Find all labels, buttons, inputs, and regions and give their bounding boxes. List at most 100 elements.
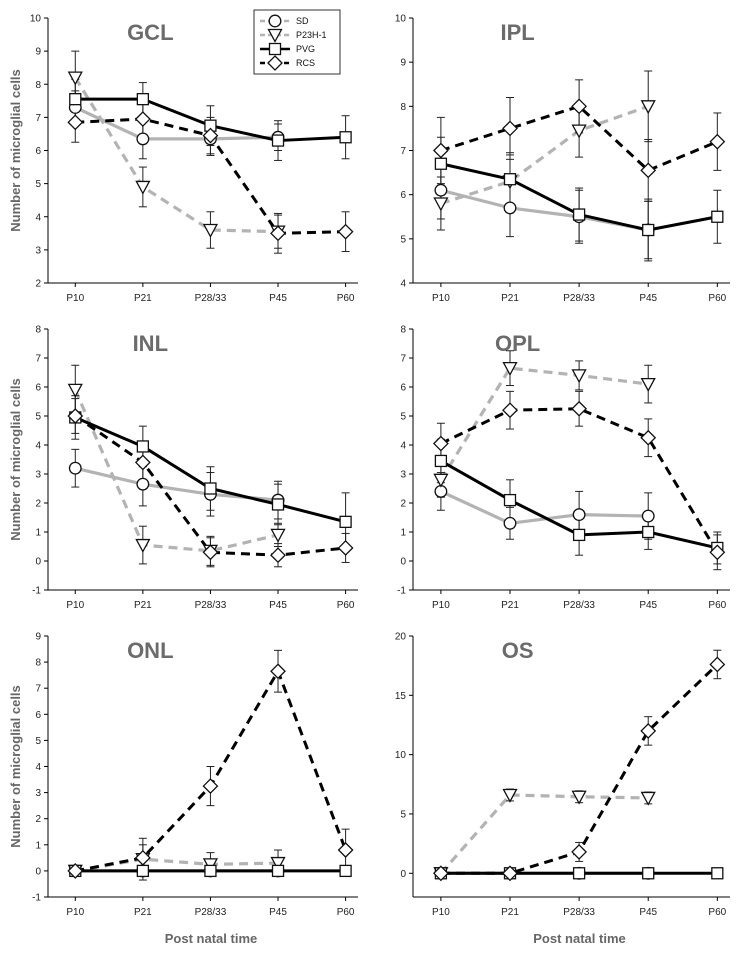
x-tick-label: P21 — [134, 907, 152, 918]
y-tick-label: 9 — [35, 632, 41, 643]
x-tick-label: P28/33 — [195, 600, 227, 611]
y-tick-label: 5 — [35, 736, 41, 747]
data-point-sd — [503, 516, 517, 530]
data-point-rcs — [709, 544, 726, 561]
x-tick-label: P45 — [269, 293, 287, 304]
legend-label-p23h-1: P23H-1 — [296, 30, 327, 40]
data-point-rcs — [709, 656, 726, 673]
y-tick-label: 6 — [400, 383, 406, 394]
data-point-pvg — [642, 867, 655, 880]
data-point-pvg — [642, 223, 655, 237]
data-point-p23h-1 — [135, 538, 151, 553]
y-tick-label: 10 — [395, 14, 407, 25]
x-tick-label: P60 — [337, 600, 355, 611]
y-tick-label: 7 — [400, 354, 406, 365]
y-tick-label: 0 — [35, 557, 41, 568]
data-point-p23h-1 — [270, 528, 286, 543]
y-tick-label: 6 — [35, 146, 41, 157]
x-tick-label: P10 — [66, 600, 84, 611]
y-tick-label: 4 — [35, 762, 41, 773]
x-tick-label: P60 — [708, 293, 726, 304]
panel-title: OS — [502, 638, 534, 663]
data-point-rcs — [571, 400, 588, 417]
panel-gcl: 2 3 4 5 6 7 8 9 10 P10 P21 P28/33 P45 P60 GCL Number of… — [8, 14, 358, 304]
x-tick-label: P10 — [432, 600, 450, 611]
y-tick-label: 5 — [400, 412, 406, 423]
y-tick-label: -1 — [32, 893, 41, 904]
series-line-p23h-1 — [440, 104, 649, 206]
legend-label-sd: SD — [296, 16, 309, 26]
panel-title: GCL — [127, 20, 173, 45]
data-point-rcs — [270, 547, 286, 564]
x-tick-label: P28/33 — [195, 907, 227, 918]
data-point-rcs — [571, 98, 588, 115]
legend-label-rcs: RCS — [296, 58, 315, 68]
data-point-p23h-1 — [270, 856, 286, 871]
data-point-pvg — [271, 134, 285, 147]
y-axis-label: Number of microglial cells — [8, 69, 23, 232]
legend-marker-sd — [268, 14, 282, 28]
data-point-rcs — [640, 162, 657, 179]
legend-marker-pvg — [268, 42, 282, 56]
data-point-p23h-1 — [502, 361, 518, 377]
panel-os: 0 5 10 15 20 P10 P21 P28/33 P45 P60 OS Post natal t… — [395, 632, 730, 946]
legend-marker-p23h-1 — [267, 28, 283, 43]
data-point-rcs — [502, 865, 518, 882]
y-tick-label: 2 — [400, 499, 406, 510]
x-tick-label: P21 — [501, 600, 519, 611]
data-point-pvg — [434, 157, 448, 170]
y-tick-label: -1 — [32, 586, 41, 597]
data-point-rcs — [270, 663, 286, 680]
data-point-p23h-1 — [135, 180, 151, 195]
data-point-rcs — [67, 862, 84, 879]
y-tick-label: 8 — [400, 325, 406, 336]
data-point-p23h-1 — [502, 788, 518, 803]
data-point-rcs — [202, 544, 219, 561]
data-point-rcs — [640, 722, 657, 739]
y-tick-label: 6 — [400, 190, 406, 201]
y-tick-label: 0 — [400, 557, 406, 568]
data-point-sd — [503, 201, 517, 215]
data-point-rcs — [67, 408, 84, 424]
y-tick-label: 4 — [400, 441, 406, 452]
data-point-pvg — [339, 515, 352, 528]
panel-opl: -1 0 1 2 3 4 5 6 7 8 P10 P21 P28/33 P45 P60 OPL — [397, 325, 730, 611]
y-tick-label: 2 — [35, 279, 41, 290]
data-point-p23h-1 — [640, 100, 656, 115]
x-tick-label: P10 — [432, 907, 450, 918]
data-point-sd — [572, 508, 586, 522]
data-point-rcs — [432, 865, 449, 882]
y-tick-label: 8 — [400, 102, 406, 113]
data-point-pvg — [711, 210, 724, 223]
y-tick-label: 0 — [35, 866, 41, 877]
x-tick-label: P10 — [432, 293, 450, 304]
data-point-rcs — [432, 435, 449, 452]
data-point-pvg — [136, 864, 150, 878]
data-point-pvg — [271, 864, 285, 878]
y-tick-label: 3 — [400, 470, 406, 481]
y-tick-label: 10 — [30, 14, 42, 25]
x-tick-label: P28/33 — [563, 907, 595, 918]
x-tick-label: P28/33 — [195, 293, 227, 304]
y-tick-label: 1 — [35, 840, 41, 851]
data-point-pvg — [572, 208, 586, 221]
panel-ipl: 4 5 6 7 8 9 10 P10 P21 P28/33 P45 P60 IPL — [395, 14, 730, 304]
y-tick-label: 8 — [35, 658, 41, 669]
data-point-rcs — [709, 133, 726, 150]
x-tick-label: P45 — [639, 600, 657, 611]
data-point-rcs — [202, 127, 219, 144]
x-tick-label: P60 — [337, 293, 355, 304]
x-tick-label: P45 — [639, 293, 657, 304]
data-point-p23h-1 — [202, 223, 219, 238]
y-tick-label: 3 — [35, 788, 41, 799]
x-tick-label: P10 — [66, 293, 84, 304]
series-line-p23h-1 — [439, 366, 649, 481]
data-point-p23h-1 — [640, 377, 656, 392]
data-point-p23h-1 — [571, 369, 587, 384]
series-line-sd — [74, 105, 279, 141]
x-tick-label: P21 — [134, 293, 152, 304]
data-point-sd — [68, 461, 82, 475]
y-tick-label: -1 — [397, 586, 406, 597]
y-tick-label: 2 — [35, 499, 41, 510]
data-point-pvg — [503, 173, 517, 186]
